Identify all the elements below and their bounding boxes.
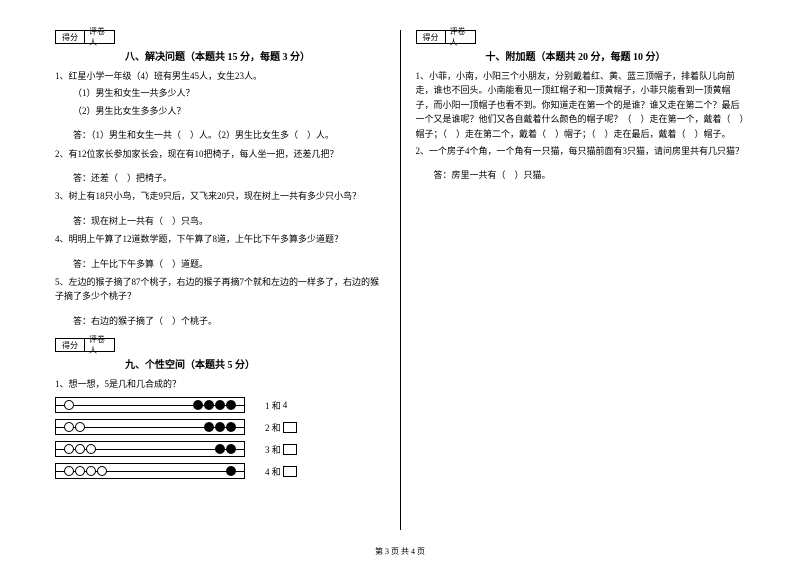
answer-box [283, 466, 297, 477]
section-9-title: 九、个性空间（本题共 5 分） [125, 356, 385, 371]
abacus-label: 2 和 [265, 421, 297, 434]
score-cell: 得分 [55, 338, 85, 352]
q10-2: 2、一个房子4个角，一个角有一只猫，每只猫前面有3只猫，请问房里共有几只猫？ [416, 144, 746, 158]
q8-3: 3、树上有18只小鸟，飞走9只后，又飞来20只，现在树上一共有多少只小鸟？ [55, 189, 385, 203]
abacus-row: 2 和 [55, 419, 385, 435]
q8-1-ans: 答：（1）男生和女生一共（ ）人。（2）男生比女生多（ ）人。 [55, 128, 385, 142]
abacus-frame [55, 441, 245, 457]
score-box-9: 得分 评卷人 [55, 338, 385, 352]
score-cell: 得分 [55, 30, 85, 44]
q8-1-1: （1）男生和女生一共多少人？ [55, 86, 385, 100]
q8-2-ans: 答：还差（ ）把椅子。 [55, 171, 385, 185]
abacus-frame [55, 419, 245, 435]
right-column: 得分 评卷人 十、附加题（本题共 20 分，每题 10 分） 1、小菲，小南，小… [401, 30, 761, 530]
left-column: 得分 评卷人 八、解决问题（本题共 15 分，每题 3 分） 1、红星小学一年级… [40, 30, 401, 530]
abacus-chart: 1 和 4 2 和 3 和 4 和 [55, 397, 385, 479]
q10-1: 1、小菲，小南，小阳三个小朋友，分别戴着红、黄、蓝三顶帽子，排着队儿向前走，谁也… [416, 69, 746, 141]
reviewer-cell: 评卷人 [85, 30, 115, 44]
abacus-label: 3 和 [265, 443, 297, 456]
abacus-frame [55, 463, 245, 479]
q9-1: 1、想一想，5是几和几合成的？ [55, 377, 385, 391]
section-10-title: 十、附加题（本题共 20 分，每题 10 分） [486, 48, 746, 63]
q8-4-ans: 答：上午比下午多算（ ）道题。 [55, 257, 385, 271]
q8-1-2: （2）男生比女生多多少人？ [55, 104, 385, 118]
reviewer-cell: 评卷人 [85, 338, 115, 352]
abacus-row: 1 和 4 [55, 397, 385, 413]
q8-2: 2、有12位家长参加家长会，现在有10把椅子，每人坐一把，还差几把？ [55, 147, 385, 161]
abacus-label: 1 和 4 [265, 399, 287, 412]
page-columns: 得分 评卷人 八、解决问题（本题共 15 分，每题 3 分） 1、红星小学一年级… [40, 30, 760, 530]
score-cell: 得分 [416, 30, 446, 44]
answer-box [283, 444, 297, 455]
abacus-label: 4 和 [265, 465, 297, 478]
abacus-row: 3 和 [55, 441, 385, 457]
q10-2-ans: 答：房里一共有（ ）只猫。 [416, 168, 746, 182]
q8-3-ans: 答：现在树上一共有（ ）只鸟。 [55, 214, 385, 228]
q8-4: 4、明明上午算了12道数学题，下午算了8道，上午比下午多算多少道题？ [55, 232, 385, 246]
section-8-title: 八、解决问题（本题共 15 分，每题 3 分） [125, 48, 385, 63]
score-box-10: 得分 评卷人 [416, 30, 746, 44]
abacus-frame [55, 397, 245, 413]
score-box-8: 得分 评卷人 [55, 30, 385, 44]
q8-1: 1、红星小学一年级（4）班有男生45人，女生23人。 [55, 69, 385, 83]
page-footer: 第 3 页 共 4 页 [0, 546, 800, 557]
q8-5: 5、左边的猴子摘了87个桃子，右边的猴子再摘7个就和左边的一样多了，右边的猴子摘… [55, 275, 385, 304]
abacus-row: 4 和 [55, 463, 385, 479]
reviewer-cell: 评卷人 [446, 30, 476, 44]
answer-box [283, 422, 297, 433]
q8-5-ans: 答：右边的猴子摘了（ ）个桃子。 [55, 314, 385, 328]
